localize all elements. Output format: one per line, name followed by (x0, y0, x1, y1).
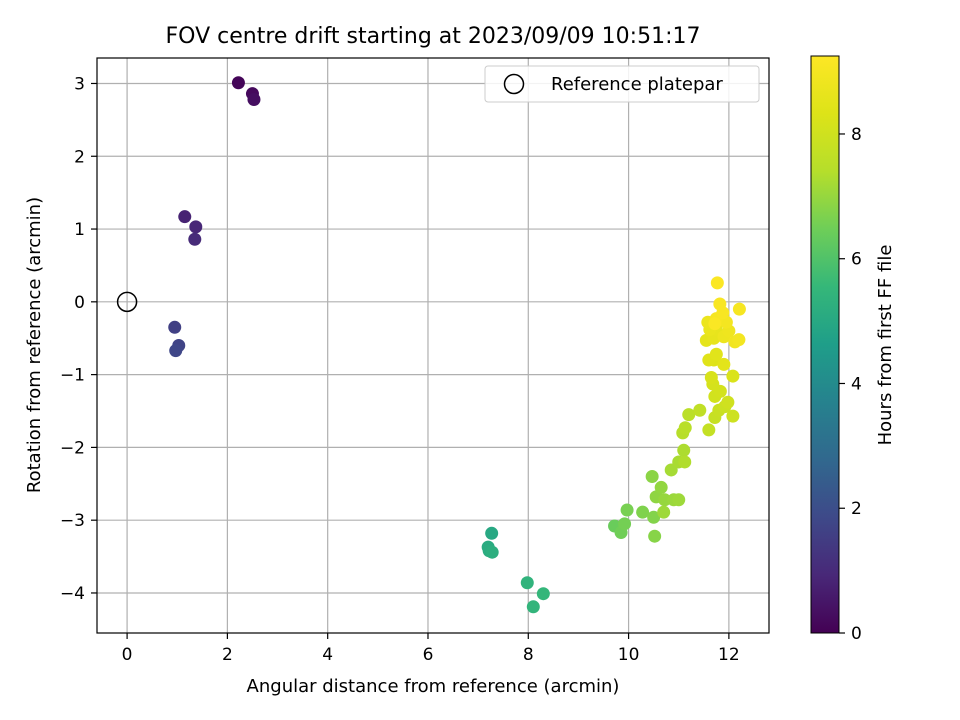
y-tick-label: −2 (60, 438, 85, 458)
data-point (648, 529, 662, 543)
data-point (677, 443, 691, 457)
x-tick-label: 6 (423, 645, 434, 665)
legend: Reference platepar (484, 65, 760, 103)
colorbar-gradient (810, 55, 840, 634)
colorbar-tick-label: 6 (851, 250, 862, 270)
data-point (485, 526, 499, 540)
x-tick-label: 12 (718, 645, 740, 665)
data-point (169, 344, 183, 358)
colorbar-tick-label: 4 (851, 374, 862, 394)
data-point (658, 493, 672, 507)
chart-title: FOV centre drift starting at 2023/09/09 … (166, 24, 701, 49)
y-tick-label: −4 (60, 584, 85, 604)
data-point (178, 210, 192, 224)
data-point (636, 505, 650, 519)
data-point (654, 480, 668, 494)
x-tick-label: 4 (322, 645, 333, 665)
data-point (168, 320, 182, 334)
data-point (704, 371, 718, 385)
data-point (672, 493, 686, 507)
grid (97, 58, 769, 633)
data-point (520, 576, 534, 590)
x-axis-label: Angular distance from reference (arcmin) (247, 676, 620, 697)
data-point (682, 408, 696, 422)
legend-marker-circle-icon (503, 73, 525, 95)
y-axis-ticks: −4 −3 −2 −1 0 1 2 3 (60, 74, 97, 604)
data-point (726, 369, 740, 383)
data-point (732, 333, 746, 347)
data-point (693, 403, 707, 417)
colorbar-tick-label: 2 (851, 499, 862, 519)
x-tick-label: 8 (523, 645, 534, 665)
data-point (231, 76, 245, 90)
colorbar-ticks: 0 2 4 6 8 (839, 125, 862, 644)
data-point (247, 92, 261, 106)
y-axis-label: Rotation from reference (arcmin) (24, 197, 45, 493)
x-axis-ticks: 0 2 4 6 8 10 12 (122, 633, 740, 665)
data-point (645, 470, 659, 484)
reference-point (116, 291, 138, 313)
x-tick-label: 0 (122, 645, 133, 665)
data-point (708, 317, 722, 331)
data-points (168, 76, 746, 614)
y-tick-label: −3 (60, 511, 85, 531)
data-point (713, 297, 727, 311)
data-point (721, 395, 735, 409)
colorbar-tick-label: 8 (851, 125, 862, 145)
data-point (526, 600, 540, 614)
data-point (620, 503, 634, 517)
y-tick-label: −1 (60, 366, 85, 386)
data-point (702, 423, 716, 437)
data-point (536, 587, 550, 601)
data-point (709, 347, 723, 361)
plot-area-frame (96, 57, 770, 634)
reference-point-marker (116, 291, 138, 313)
legend-entry-reference-platepar: Reference platepar (551, 74, 723, 95)
data-point (678, 421, 692, 435)
colorbar-tick-label: 0 (851, 624, 862, 644)
data-point (710, 276, 724, 290)
y-tick-label: 3 (74, 74, 85, 94)
data-point (485, 545, 499, 559)
colorbar-label: Hours from first FF file (875, 245, 896, 446)
y-tick-label: 0 (74, 293, 85, 313)
data-point (657, 505, 671, 519)
colorbar: 0 2 4 6 8 Hours from first FF file (810, 55, 896, 644)
data-point (717, 357, 731, 371)
data-point (188, 232, 202, 246)
data-point (732, 302, 746, 316)
legend-box (484, 65, 760, 103)
data-point (726, 409, 740, 423)
y-tick-label: 2 (74, 147, 85, 167)
y-tick-label: 1 (74, 220, 85, 240)
x-tick-label: 10 (618, 645, 640, 665)
data-point (618, 517, 632, 531)
data-point (189, 220, 203, 234)
data-point (678, 455, 692, 469)
data-point (647, 510, 661, 524)
x-tick-label: 2 (222, 645, 233, 665)
